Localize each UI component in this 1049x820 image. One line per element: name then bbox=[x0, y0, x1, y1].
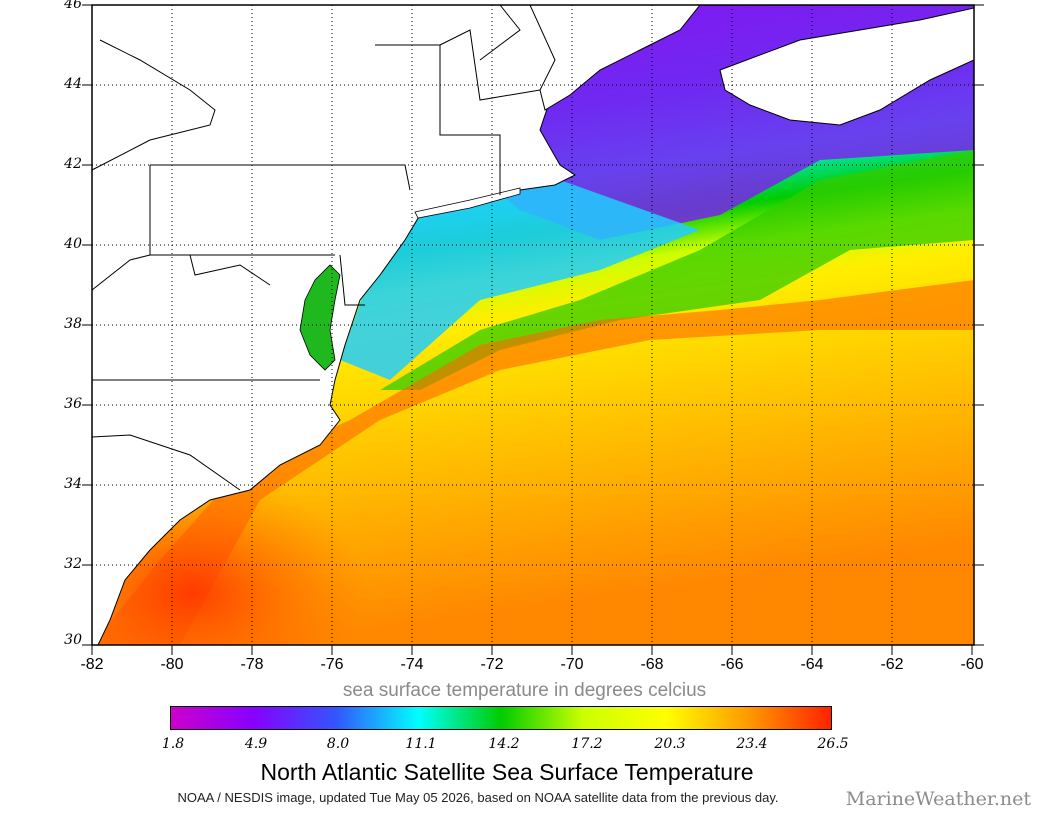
lon-label-66: -66 bbox=[720, 656, 744, 673]
chesapeake-bay bbox=[299, 264, 341, 371]
tick-marks bbox=[82, 4, 984, 655]
lat-label-32: 32 bbox=[64, 556, 82, 572]
lat-label-30: 30 bbox=[64, 632, 82, 648]
colorbar-label: 26.5 bbox=[817, 736, 849, 752]
lat-label-46: 46 bbox=[64, 0, 82, 12]
lat-label-40: 40 bbox=[64, 236, 82, 252]
sst-map bbox=[82, 4, 984, 655]
lon-label-74: -74 bbox=[400, 656, 424, 673]
colorbar-label: 11.1 bbox=[405, 736, 437, 752]
colorbar-label: 4.9 bbox=[244, 736, 268, 752]
lat-label-34: 34 bbox=[64, 476, 82, 492]
lat-label-44: 44 bbox=[64, 76, 82, 92]
lat-label-38: 38 bbox=[64, 316, 82, 332]
lon-label-80: -80 bbox=[160, 656, 184, 673]
lon-label-76: -76 bbox=[320, 656, 344, 673]
color-scale-bar bbox=[170, 706, 832, 730]
colorbar-label: 23.4 bbox=[736, 736, 768, 752]
long-island bbox=[414, 187, 521, 219]
lat-label-36: 36 bbox=[64, 396, 82, 412]
colorbar-label: 1.8 bbox=[161, 736, 185, 752]
lon-label-68: -68 bbox=[640, 656, 664, 673]
nova-scotia bbox=[719, 7, 974, 126]
graticule bbox=[92, 5, 974, 645]
maritime-coast bbox=[529, 5, 701, 111]
colorbar-label: 17.2 bbox=[571, 736, 603, 752]
scale-caption: sea surface temperature in degrees celci… bbox=[342, 680, 707, 701]
lon-label-72: -72 bbox=[480, 656, 504, 673]
watermark-logo[interactable]: MarineWeather.net bbox=[845, 788, 1031, 810]
state-borders bbox=[92, 5, 541, 491]
lon-label-82: -82 bbox=[80, 656, 104, 673]
lon-label-78: -78 bbox=[240, 656, 264, 673]
colorbar-label: 14.2 bbox=[488, 736, 520, 752]
colorbar-label: 20.3 bbox=[654, 736, 686, 752]
lon-label-70: -70 bbox=[560, 656, 584, 673]
lon-label-64: -64 bbox=[800, 656, 824, 673]
colorbar-label: 8.0 bbox=[326, 736, 350, 752]
lat-label-42: 42 bbox=[64, 156, 82, 172]
credit-line: NOAA / NESDIS image, updated Tue May 05 … bbox=[177, 790, 779, 805]
lon-label-62: -62 bbox=[880, 656, 904, 673]
map-title: North Atlantic Satellite Sea Surface Tem… bbox=[260, 759, 754, 785]
lon-label-60: -60 bbox=[960, 656, 984, 673]
